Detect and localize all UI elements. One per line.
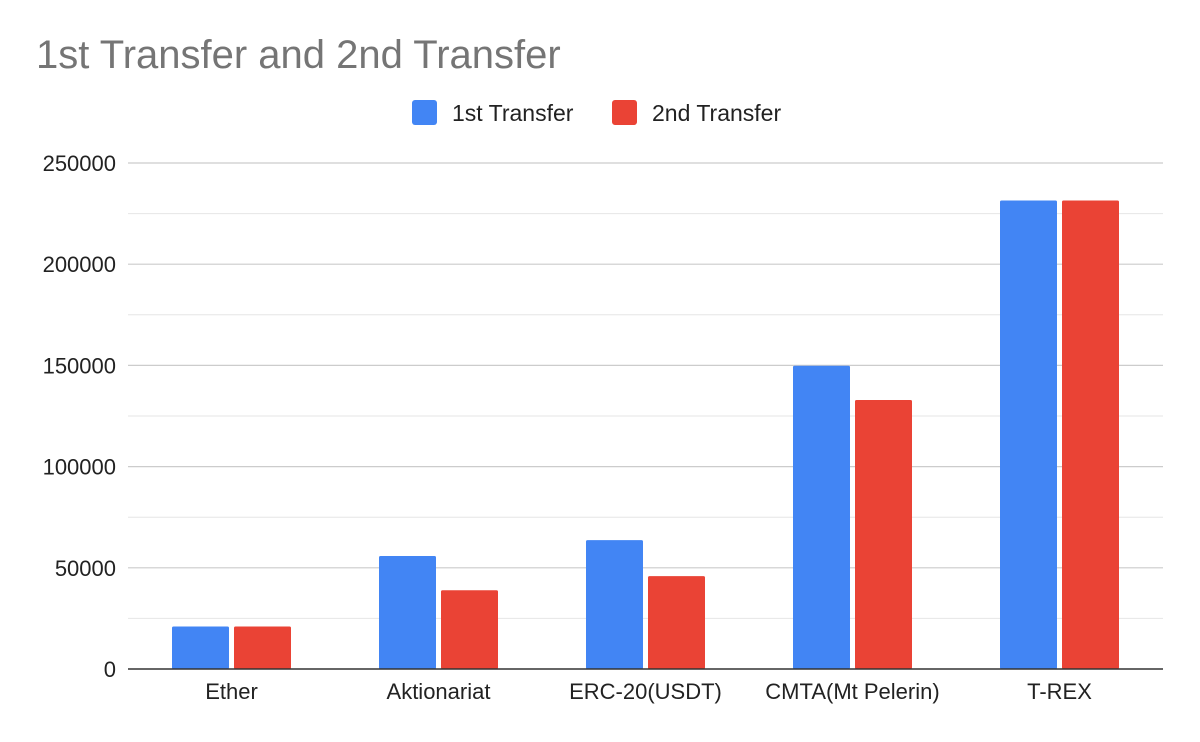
bar-second-transfer [1062,200,1119,669]
bar-first-transfer [1000,200,1057,669]
y-tick-label: 0 [104,657,116,682]
y-tick-label: 100000 [43,455,116,480]
bar-second-transfer [855,400,912,669]
legend: 1st Transfer 2nd Transfer [412,100,781,126]
x-category-label: Ether [205,679,258,704]
bar-second-transfer [234,626,291,669]
bar-first-transfer [172,626,229,669]
y-tick-label: 250000 [43,151,116,176]
x-category-label: Aktionariat [387,679,491,704]
bars [172,200,1119,669]
y-tick-label: 50000 [55,556,116,581]
bar-first-transfer [379,556,436,669]
y-tick-label: 200000 [43,252,116,277]
x-category-label: ERC-20(USDT) [569,679,722,704]
bar-first-transfer [586,540,643,669]
bar-second-transfer [441,590,498,669]
x-axis: Ether Aktionariat ERC-20(USDT) CMTA(Mt Pele… [128,668,1163,704]
legend-swatch [412,100,437,125]
legend-label: 1st Transfer [452,100,574,126]
bar-first-transfer [793,365,850,669]
legend-label: 2nd Transfer [652,100,781,126]
legend-swatch [612,100,637,125]
gridlines [128,162,1163,619]
y-axis: 0 50000 100000 150000 200000 250000 [43,151,116,682]
chart-title: 1st Transfer and 2nd Transfer [36,33,561,77]
bar-second-transfer [648,576,705,669]
y-tick-label: 150000 [43,353,116,378]
x-category-label: CMTA(Mt Pelerin) [765,679,939,704]
x-category-label: T-REX [1027,679,1092,704]
